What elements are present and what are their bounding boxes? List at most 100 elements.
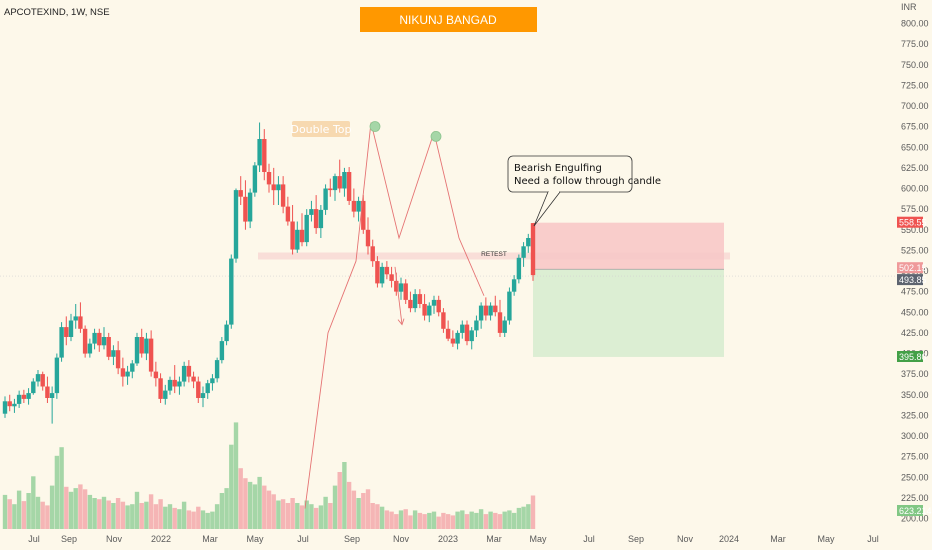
volume-bar	[68, 491, 74, 529]
volume-bar	[262, 485, 267, 529]
candle	[328, 178, 333, 197]
volume-bar	[455, 511, 460, 529]
pattern-line	[304, 122, 485, 509]
volume-bar	[229, 444, 234, 529]
candle	[530, 223, 536, 281]
x-tick-label: Mar	[770, 534, 786, 544]
volume-bar	[120, 501, 126, 529]
volume-bar	[450, 515, 456, 529]
candle	[507, 287, 512, 325]
y-tick-label: 475.00	[901, 287, 929, 297]
y-tick-label: 450.00	[901, 307, 929, 317]
volume-bar	[49, 485, 55, 529]
candle	[422, 294, 427, 321]
symbol-label[interactable]: APCOTEXIND, 1W, NSE	[4, 7, 110, 18]
volume-bar	[384, 510, 390, 529]
volume-bar	[35, 496, 41, 529]
candle	[403, 279, 408, 304]
candle	[351, 188, 357, 218]
x-axis[interactable]: Jul Sep Nov 2022 Mar May Jul Sep Nov 2023 Mar May Ju…	[28, 534, 879, 544]
volume-bar	[243, 478, 248, 529]
y-tick-label: 325.00	[901, 410, 929, 420]
volume-bar	[64, 486, 69, 529]
volume-bar	[394, 514, 399, 529]
y-axis[interactable]: INR 800.00 775.00 750.00 725.00 700.00 675.00…	[901, 2, 929, 524]
candle	[370, 239, 375, 267]
volume-bar	[488, 511, 493, 529]
volume-bar	[191, 511, 196, 529]
svg-text:623.214K: 623.214K	[899, 506, 932, 516]
candle	[200, 386, 206, 408]
candle	[375, 256, 380, 288]
volume-bar	[370, 503, 375, 529]
x-tick-label: Sep	[344, 534, 360, 544]
candle	[101, 327, 107, 350]
price-tag: 502.15	[897, 262, 927, 274]
volume-bar	[31, 476, 36, 529]
svg-text:558.55: 558.55	[899, 218, 927, 228]
volume-bar	[417, 512, 423, 529]
double-top-label-bg	[292, 121, 350, 137]
volume-bar	[507, 510, 512, 529]
volume-bar	[497, 514, 503, 529]
y-tick-label: 700.00	[901, 101, 929, 111]
retest-label: RETEST	[481, 251, 507, 258]
volume-bar	[398, 510, 404, 529]
candle	[59, 322, 64, 362]
volume-bar	[332, 485, 338, 529]
candle	[97, 328, 102, 352]
candle	[153, 361, 159, 387]
candle	[177, 376, 182, 395]
volume-bar	[328, 503, 333, 529]
x-tick-label: 2022	[151, 534, 171, 544]
volume-bar	[45, 505, 50, 529]
candle	[257, 122, 262, 172]
candle	[167, 376, 173, 395]
volume-bar	[12, 504, 17, 529]
volume-bar	[375, 504, 380, 529]
candle	[92, 328, 97, 350]
candle	[12, 398, 17, 413]
candle	[219, 337, 225, 364]
volume-bar	[82, 489, 88, 529]
svg-text:395.80: 395.80	[899, 352, 927, 362]
volume-bar	[111, 503, 116, 529]
svg-text:502.15: 502.15	[899, 263, 927, 273]
candle	[266, 163, 272, 193]
candle	[431, 295, 437, 314]
volume-bar	[427, 512, 432, 529]
stop-loss-zone	[533, 222, 724, 270]
y-tick-label: 775.00	[901, 39, 929, 49]
price-tag: 558.55	[897, 216, 927, 228]
candle	[271, 167, 276, 205]
currency-label: INR	[901, 2, 917, 12]
volume-bar	[2, 494, 8, 529]
bearish-engulfing-callout[interactable]: Bearish Engulfing Need a follow through …	[507, 155, 661, 227]
price-tag: 493.85	[897, 274, 927, 286]
y-tick-label: 350.00	[901, 390, 929, 400]
y-tick-label: 525.00	[901, 245, 929, 255]
candle	[412, 289, 418, 313]
candle	[87, 338, 93, 358]
candle	[361, 195, 366, 234]
candle	[181, 361, 187, 387]
candle	[64, 316, 69, 346]
y-tick-label: 800.00	[901, 19, 929, 29]
volume-bar	[92, 498, 97, 529]
candle	[205, 379, 210, 399]
candle	[233, 188, 239, 263]
volume-bar	[59, 447, 64, 529]
candle	[148, 330, 154, 377]
candle	[384, 261, 390, 280]
candle	[323, 184, 328, 215]
breakdown-arrowhead	[397, 318, 405, 326]
x-tick-label: Jul	[28, 534, 40, 544]
volume-bar	[125, 505, 130, 529]
candle	[346, 167, 352, 205]
candle	[290, 205, 295, 255]
candle	[511, 275, 517, 296]
candle	[196, 376, 201, 403]
candle	[526, 233, 531, 253]
candle	[356, 196, 361, 222]
